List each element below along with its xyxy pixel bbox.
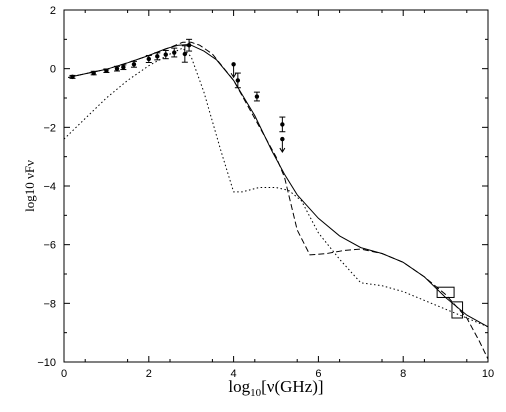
data-point — [104, 68, 109, 73]
y-tick-label: −6 — [43, 240, 56, 252]
measurement-box-1 — [451, 301, 464, 319]
data-points — [69, 38, 286, 154]
x-tick-label: 0 — [61, 368, 67, 380]
data-point — [163, 52, 168, 57]
y-tick-label: −10 — [37, 357, 56, 369]
measurement-boxes — [436, 286, 464, 319]
model-curve-dashed — [68, 41, 489, 360]
data-point — [280, 122, 285, 127]
y-tick-label: −8 — [43, 298, 56, 310]
axis-ticks — [63, 9, 489, 363]
x-axis-title-prefix: log — [228, 377, 250, 396]
y-tick-label: −2 — [43, 122, 56, 134]
y-axis-title: log10 νFν — [22, 160, 37, 212]
data-point — [186, 43, 192, 48]
data-point — [182, 51, 188, 57]
model-curve-solid — [68, 44, 489, 328]
data-point — [146, 56, 151, 62]
data-point — [172, 50, 177, 55]
measurement-box-0 — [436, 286, 455, 298]
x-axis-title: log10[ν(GHz)] — [228, 377, 323, 399]
y-tick-label: −4 — [43, 181, 56, 193]
tick-labels: 0 2 4 6 8 10 −10 −8 −6 −4 −2 0 2 — [37, 5, 494, 380]
x-tick-label: 6 — [315, 368, 321, 380]
model-curves — [63, 41, 489, 360]
x-tick-label: 2 — [146, 368, 152, 380]
x-tick-label: 4 — [231, 368, 237, 380]
data-point — [114, 66, 120, 71]
data-point — [121, 65, 126, 70]
y-tick-label: 0 — [50, 64, 56, 76]
data-point — [91, 70, 96, 76]
data-point — [155, 54, 160, 59]
model-curve-dotted — [63, 47, 489, 328]
data-point — [254, 94, 260, 99]
x-tick-label: 10 — [482, 368, 494, 380]
x-axis-title-subscript: 10 — [250, 387, 262, 399]
upper-limit-arrowhead — [230, 73, 237, 79]
data-point — [131, 62, 137, 67]
x-tick-label: 8 — [400, 368, 406, 380]
y-tick-label: 2 — [50, 5, 56, 17]
x-axis-title-suffix: [ν(GHz)] — [261, 377, 323, 396]
data-point — [70, 74, 75, 80]
data-point — [235, 78, 241, 83]
upper-limit-arrowhead — [279, 147, 286, 154]
